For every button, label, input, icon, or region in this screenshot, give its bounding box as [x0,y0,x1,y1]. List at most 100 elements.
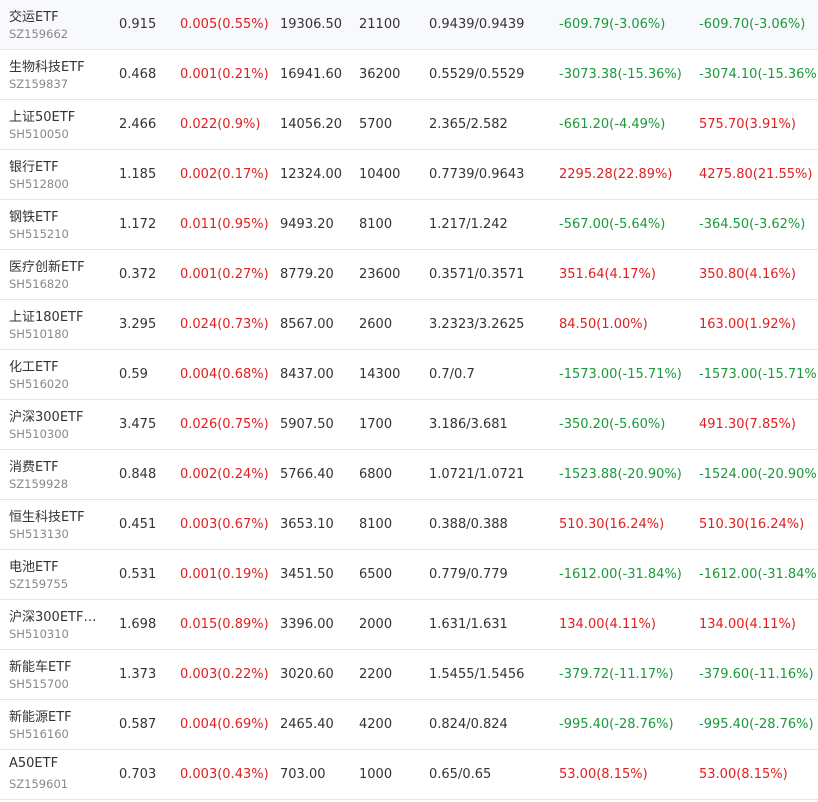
fund-name[interactable]: 沪深300ETF [9,410,84,425]
shares-cell: 10400 [359,167,401,182]
cost-cell: 0.779/0.779 [429,567,508,582]
table-row[interactable]: 电池ETF SZ159755 0.531 0.001(0.19%) 3451.50 650… [0,550,818,600]
shares-cell: 8100 [359,517,393,532]
fund-name[interactable]: 电池ETF [9,560,59,575]
fund-name[interactable]: 沪深300ETF… [9,610,97,625]
fund-name[interactable]: 新能车ETF [9,660,72,675]
profit-loss-cell: 53.00(8.15%) [559,767,648,782]
fund-name[interactable]: A50ETF [9,756,59,771]
price-cell: 0.587 [119,717,157,732]
table-row[interactable]: A50ETF SZ159601 0.703 0.003(0.43%) 703.00 100… [0,750,818,800]
price-cell: 0.451 [119,517,157,532]
total-profit-cell: 510.30(16.24%) [699,517,805,532]
fund-name[interactable]: 钢铁ETF [9,210,59,225]
fund-name[interactable]: 消费ETF [9,460,59,475]
fund-name-cell[interactable]: 上证50ETF SH510050 [9,100,99,149]
fund-name-cell[interactable]: 化工ETF SH516020 [9,350,99,399]
fund-name-cell[interactable]: 钢铁ETF SH515210 [9,200,99,249]
table-row[interactable]: 沪深300ETF… SH510310 1.698 0.015(0.89%) 3396.0… [0,600,818,650]
table-row[interactable]: 恒生科技ETF SH513130 0.451 0.003(0.67%) 3653.10 8… [0,500,818,550]
fund-code: SH510310 [9,627,69,641]
fund-name[interactable]: 生物科技ETF [9,60,85,75]
table-row[interactable]: 上证50ETF SH510050 2.466 0.022(0.9%) 14056.20 5… [0,100,818,150]
cost-cell: 1.217/1.242 [429,217,508,232]
fund-name[interactable]: 恒生科技ETF [9,510,85,525]
shares-cell: 1000 [359,767,393,782]
market-value-cell: 8779.20 [280,267,334,282]
market-value-cell: 5907.50 [280,417,334,432]
profit-loss-cell: -379.72(-11.17%) [559,667,674,682]
cost-cell: 0.9439/0.9439 [429,17,525,32]
market-value-cell: 8567.00 [280,317,334,332]
fund-name-cell[interactable]: 消费ETF SZ159928 [9,450,99,499]
table-row[interactable]: 上证180ETF SH510180 3.295 0.024(0.73%) 8567.00… [0,300,818,350]
total-profit-cell: -1612.00(-31.84%) [699,567,817,582]
market-value-cell: 9493.20 [280,217,334,232]
total-profit-cell: 134.00(4.11%) [699,617,796,632]
table-row[interactable]: 化工ETF SH516020 0.59 0.004(0.68%) 8437.00 1430… [0,350,818,400]
table-row[interactable]: 新能车ETF SH515700 1.373 0.003(0.22%) 3020.60 22… [0,650,818,700]
shares-cell: 36200 [359,67,401,82]
fund-name-cell[interactable]: 沪深300ETF… SH510310 [9,600,99,649]
table-row[interactable]: 生物科技ETF SZ159837 0.468 0.001(0.21%) 16941.60… [0,50,818,100]
cost-cell: 0.3571/0.3571 [429,267,525,282]
table-row[interactable]: 消费ETF SZ159928 0.848 0.002(0.24%) 5766.40 680… [0,450,818,500]
shares-cell: 2000 [359,617,393,632]
fund-name-cell[interactable]: 恒生科技ETF SH513130 [9,500,99,549]
fund-name[interactable]: 上证180ETF [9,310,84,325]
total-profit-cell: -995.40(-28.76%) [699,717,814,732]
price-cell: 0.703 [119,767,157,782]
fund-name[interactable]: 银行ETF [9,160,59,175]
shares-cell: 6800 [359,467,393,482]
profit-loss-cell: -1573.00(-15.71%) [559,367,682,382]
table-row[interactable]: 医疗创新ETF SH516820 0.372 0.001(0.27%) 8779.20 2… [0,250,818,300]
change-cell: 0.015(0.89%) [180,617,269,632]
fund-name-cell[interactable]: 生物科技ETF SZ159837 [9,50,99,99]
fund-name-cell[interactable]: 银行ETF SH512800 [9,150,99,199]
fund-name-cell[interactable]: 上证180ETF SH510180 [9,300,99,349]
fund-name-cell[interactable]: 新能源ETF SH516160 [9,700,99,749]
total-profit-cell: 575.70(3.91%) [699,117,796,132]
cost-cell: 0.7739/0.9643 [429,167,525,182]
change-cell: 0.001(0.27%) [180,267,269,282]
total-profit-cell: -3074.10(-15.36%) [699,67,817,82]
fund-name-cell[interactable]: 沪深300ETF SH510300 [9,400,99,449]
fund-code: SZ159928 [9,477,69,491]
price-cell: 1.185 [119,167,157,182]
market-value-cell: 5766.40 [280,467,334,482]
profit-loss-cell: -567.00(-5.64%) [559,217,666,232]
table-row[interactable]: 钢铁ETF SH515210 1.172 0.011(0.95%) 9493.20 810… [0,200,818,250]
price-cell: 1.172 [119,217,157,232]
fund-name-cell[interactable]: A50ETF SZ159601 [9,750,99,799]
table-row[interactable]: 银行ETF SH512800 1.185 0.002(0.17%) 12324.00 10… [0,150,818,200]
total-profit-cell: 350.80(4.16%) [699,267,796,282]
fund-name[interactable]: 交运ETF [9,10,59,25]
profit-loss-cell: -995.40(-28.76%) [559,717,674,732]
table-row[interactable]: 交运ETF SZ159662 0.915 0.005(0.55%) 19306.50 21… [0,0,818,50]
table-row[interactable]: 新能源ETF SH516160 0.587 0.004(0.69%) 2465.40 42… [0,700,818,750]
fund-name-cell[interactable]: 电池ETF SZ159755 [9,550,99,599]
fund-code: SH510300 [9,427,69,441]
fund-name[interactable]: 医疗创新ETF [9,260,85,275]
market-value-cell: 3396.00 [280,617,334,632]
change-cell: 0.005(0.55%) [180,17,269,32]
total-profit-cell: -1573.00(-15.71%) [699,367,817,382]
fund-name-cell[interactable]: 交运ETF SZ159662 [9,0,99,49]
fund-code: SZ159601 [9,777,69,791]
fund-name[interactable]: 化工ETF [9,360,59,375]
change-cell: 0.022(0.9%) [180,117,261,132]
fund-name-cell[interactable]: 医疗创新ETF SH516820 [9,250,99,299]
market-value-cell: 12324.00 [280,167,343,182]
fund-name[interactable]: 上证50ETF [9,110,76,125]
price-cell: 0.59 [119,367,148,382]
fund-code: SZ159662 [9,27,69,41]
shares-cell: 23600 [359,267,401,282]
total-profit-cell: -609.70(-3.06%) [699,17,806,32]
price-cell: 0.531 [119,567,157,582]
change-cell: 0.003(0.22%) [180,667,269,682]
cost-cell: 0.824/0.824 [429,717,508,732]
price-cell: 0.468 [119,67,157,82]
fund-name-cell[interactable]: 新能车ETF SH515700 [9,650,99,699]
table-row[interactable]: 沪深300ETF SH510300 3.475 0.026(0.75%) 5907.50… [0,400,818,450]
fund-name[interactable]: 新能源ETF [9,710,72,725]
